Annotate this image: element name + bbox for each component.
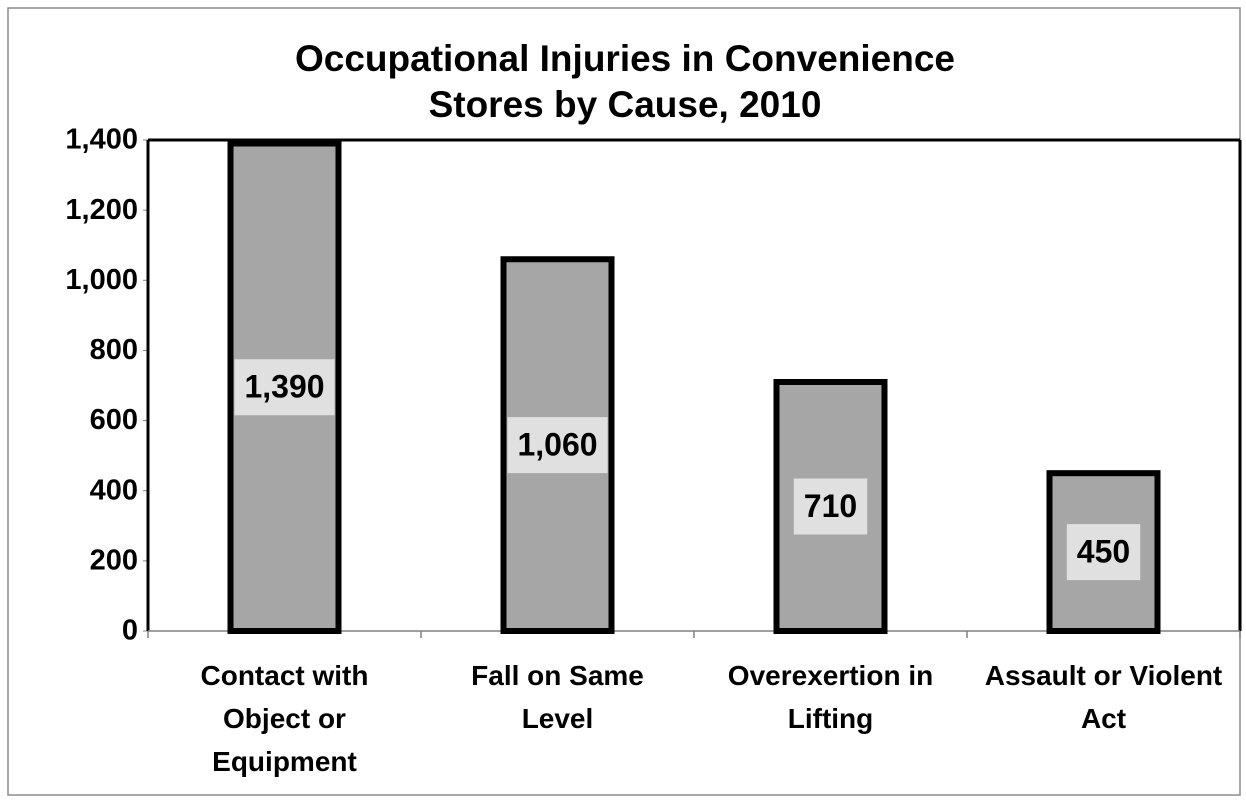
y-tick-label: 1,000 — [65, 264, 138, 296]
y-tick-label: 1,400 — [65, 124, 138, 156]
y-tick-label: 1,200 — [65, 194, 138, 226]
value-label: 1,060 — [517, 427, 597, 463]
value-label: 450 — [1077, 534, 1130, 570]
x-tick-label: Assault or Violent Act — [984, 660, 1223, 734]
y-tick-label: 200 — [90, 545, 138, 577]
y-tick-label: 600 — [90, 404, 138, 436]
chart-title: Occupational Injuries in Convenience Sto… — [295, 38, 955, 125]
value-label-box — [507, 417, 608, 474]
x-tick-label: Fall on Same Level — [471, 660, 644, 734]
value-label: 710 — [804, 488, 857, 524]
y-tick-label: 400 — [90, 474, 138, 506]
value-label: 1,390 — [244, 369, 324, 405]
x-tick-label: Contact with Object or Equipment — [200, 660, 369, 777]
value-label-box — [793, 478, 868, 535]
value-label-box — [234, 359, 335, 416]
x-tick-label: Overexertion in Lifting — [727, 660, 934, 734]
y-tick-label: 0 — [122, 615, 138, 647]
y-tick-label: 800 — [90, 334, 138, 366]
value-label-box — [1066, 524, 1141, 581]
